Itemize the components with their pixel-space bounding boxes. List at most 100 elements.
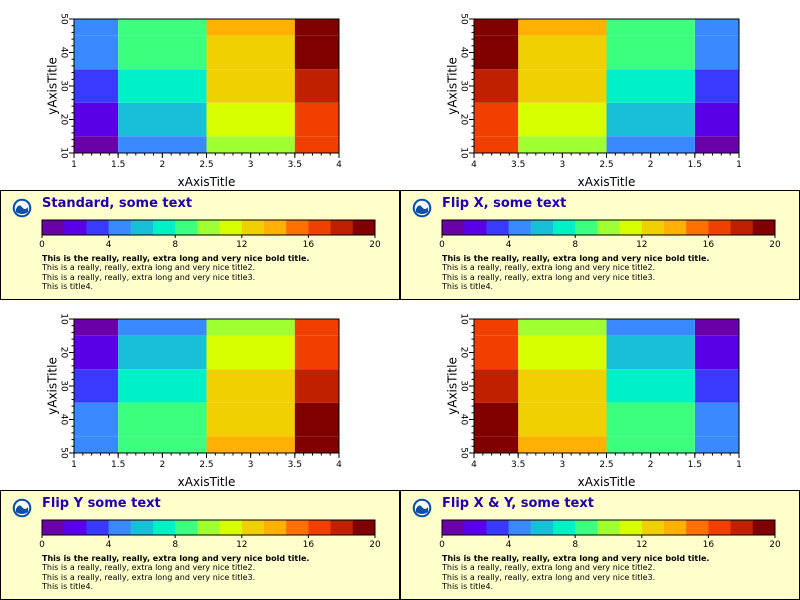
y-tick-label: 30	[59, 380, 69, 392]
colorbar-swatch	[64, 520, 87, 535]
y-tick-label: 20	[59, 347, 69, 359]
noaa-logo-icon	[412, 198, 432, 218]
noaa-logo-icon	[12, 498, 32, 518]
y-tick-label: 10	[59, 147, 69, 159]
colorbar-swatch	[219, 520, 243, 535]
x-tick-label: 1	[736, 160, 742, 170]
x-tick-label: 1.5	[111, 160, 125, 170]
legend-line: This is title4.	[42, 581, 94, 591]
heatmap-cell	[74, 69, 119, 103]
colorbar-swatch	[64, 220, 87, 235]
heatmap-cell	[474, 35, 519, 70]
colorbar-tick-label: 20	[769, 540, 781, 550]
x-axis-title: xAxisTitle	[578, 175, 636, 189]
y-tick-label: 50	[459, 13, 469, 25]
heatmap-cell	[74, 369, 119, 403]
legend-line: This is a really, really, extra long and…	[442, 572, 656, 582]
legend-line: This is a really, really, extra long and…	[42, 272, 256, 282]
heatmap-cell	[294, 19, 339, 36]
panel-standard: 1 1.5 2 2.5 3 3.5 4 10 20 30 40 50 xAxisTitle yAxisTi…	[0, 0, 400, 300]
y-tick-label: 40	[59, 47, 69, 59]
colorbar-swatch	[641, 520, 665, 535]
colorbar-swatch	[330, 220, 354, 235]
legend-lines: This is the really, really, extra long a…	[442, 254, 709, 291]
colorbar-swatch	[686, 520, 709, 535]
colorbar-tick-label: 12	[636, 240, 647, 250]
legend-title: Standard, some text	[42, 196, 193, 211]
colorbar-swatch	[352, 220, 376, 235]
heatmap-cell	[74, 19, 119, 36]
heatmap-cell	[694, 436, 739, 453]
heatmap-cell	[206, 319, 295, 336]
colorbar-swatch	[664, 220, 687, 235]
colorbar-tick-label: 0	[39, 240, 45, 250]
heatmap-cell	[606, 136, 695, 153]
colorbar: 0 4 8 12 16 20	[439, 519, 781, 550]
colorbar-tick-label: 12	[236, 540, 247, 550]
legend-line: This is title4.	[442, 581, 494, 591]
heatmap-cell	[206, 69, 295, 103]
colorbar-swatch	[130, 220, 154, 235]
colorbar-swatch	[619, 520, 643, 535]
y-tick-label: 30	[459, 380, 469, 392]
colorbar-swatch	[464, 520, 487, 535]
x-tick-label: 2.5	[599, 460, 613, 470]
heatmap-cell	[74, 136, 119, 153]
heatmap-cell	[518, 136, 607, 153]
legend-line: This is a really, really, extra long and…	[442, 272, 656, 282]
colorbar-swatch	[597, 520, 621, 535]
heatmap-cell	[294, 102, 339, 137]
colorbar-swatch	[197, 220, 221, 235]
legend-line-bold: This is the really, really, extra long a…	[442, 554, 710, 563]
colorbar-swatch	[308, 220, 332, 235]
x-tick-label: 3.5	[288, 460, 302, 470]
colorbar-swatch	[575, 220, 598, 235]
colorbar-tick-label: 8	[572, 540, 578, 550]
x-tick-label: 1	[71, 460, 77, 470]
y-axis-title: yAxisTitle	[46, 357, 60, 415]
heatmap-cell	[294, 436, 339, 453]
heatmap-cell	[206, 19, 295, 36]
colorbar-tick-label: 16	[703, 240, 715, 250]
colorbar-tick-label: 0	[439, 540, 445, 550]
colorbar-swatch	[553, 520, 576, 535]
colorbar-swatch	[108, 220, 132, 235]
heatmap-plot: 1 1.5 2 2.5 3 3.5 4 10 20 30 40 50 xAxisTitle yAxisTi…	[46, 313, 343, 489]
x-axis-title: xAxisTitle	[578, 475, 636, 489]
y-tick-label: 40	[59, 414, 69, 426]
colorbar-swatch	[330, 520, 354, 535]
heatmap-cell	[518, 369, 607, 403]
legend-line: This is a really, really, extra long and…	[42, 572, 256, 582]
x-tick-label: 4	[471, 460, 477, 470]
heatmap-cell	[294, 402, 339, 437]
colorbar-swatch	[130, 520, 154, 535]
heatmap-cell	[118, 136, 207, 153]
x-tick-label: 3	[559, 460, 565, 470]
colorbar-swatch	[641, 220, 665, 235]
legend-line: This is a really, really, extra long and…	[42, 263, 256, 273]
x-tick-label: 2	[159, 160, 165, 170]
legend-title: Flip X, some text	[442, 196, 567, 211]
heatmap-cell	[206, 436, 295, 453]
heatmap-cell	[74, 102, 119, 137]
heatmap-cell	[694, 19, 739, 36]
heatmap-cell	[694, 136, 739, 153]
panel-flip-x: 4 3.5 3 2.5 2 1.5 1 10 20 30 40 50 xAxisTitle yAxisTi…	[400, 0, 800, 300]
colorbar-frame	[41, 219, 376, 236]
legend-line-bold: This is the really, really, extra long a…	[42, 254, 310, 263]
legend-line-bold: This is the really, really, extra long a…	[442, 254, 710, 263]
heatmap-cell	[518, 436, 607, 453]
colorbar-swatch	[442, 220, 465, 235]
colorbar-swatch	[508, 520, 532, 535]
heatmap-cell	[118, 319, 207, 336]
colorbar-swatch	[664, 520, 687, 535]
heatmap-cell	[518, 335, 607, 370]
legend-line: This is a really, really, extra long and…	[442, 263, 656, 273]
heatmap-cell	[206, 335, 295, 370]
x-tick-label: 2.5	[199, 160, 213, 170]
heatmap-cell	[606, 35, 695, 70]
legend-lines: This is the really, really, extra long a…	[442, 554, 709, 591]
heatmap-cell	[74, 402, 119, 437]
colorbar-tick-label: 4	[106, 240, 112, 250]
colorbar-swatch	[86, 520, 110, 535]
